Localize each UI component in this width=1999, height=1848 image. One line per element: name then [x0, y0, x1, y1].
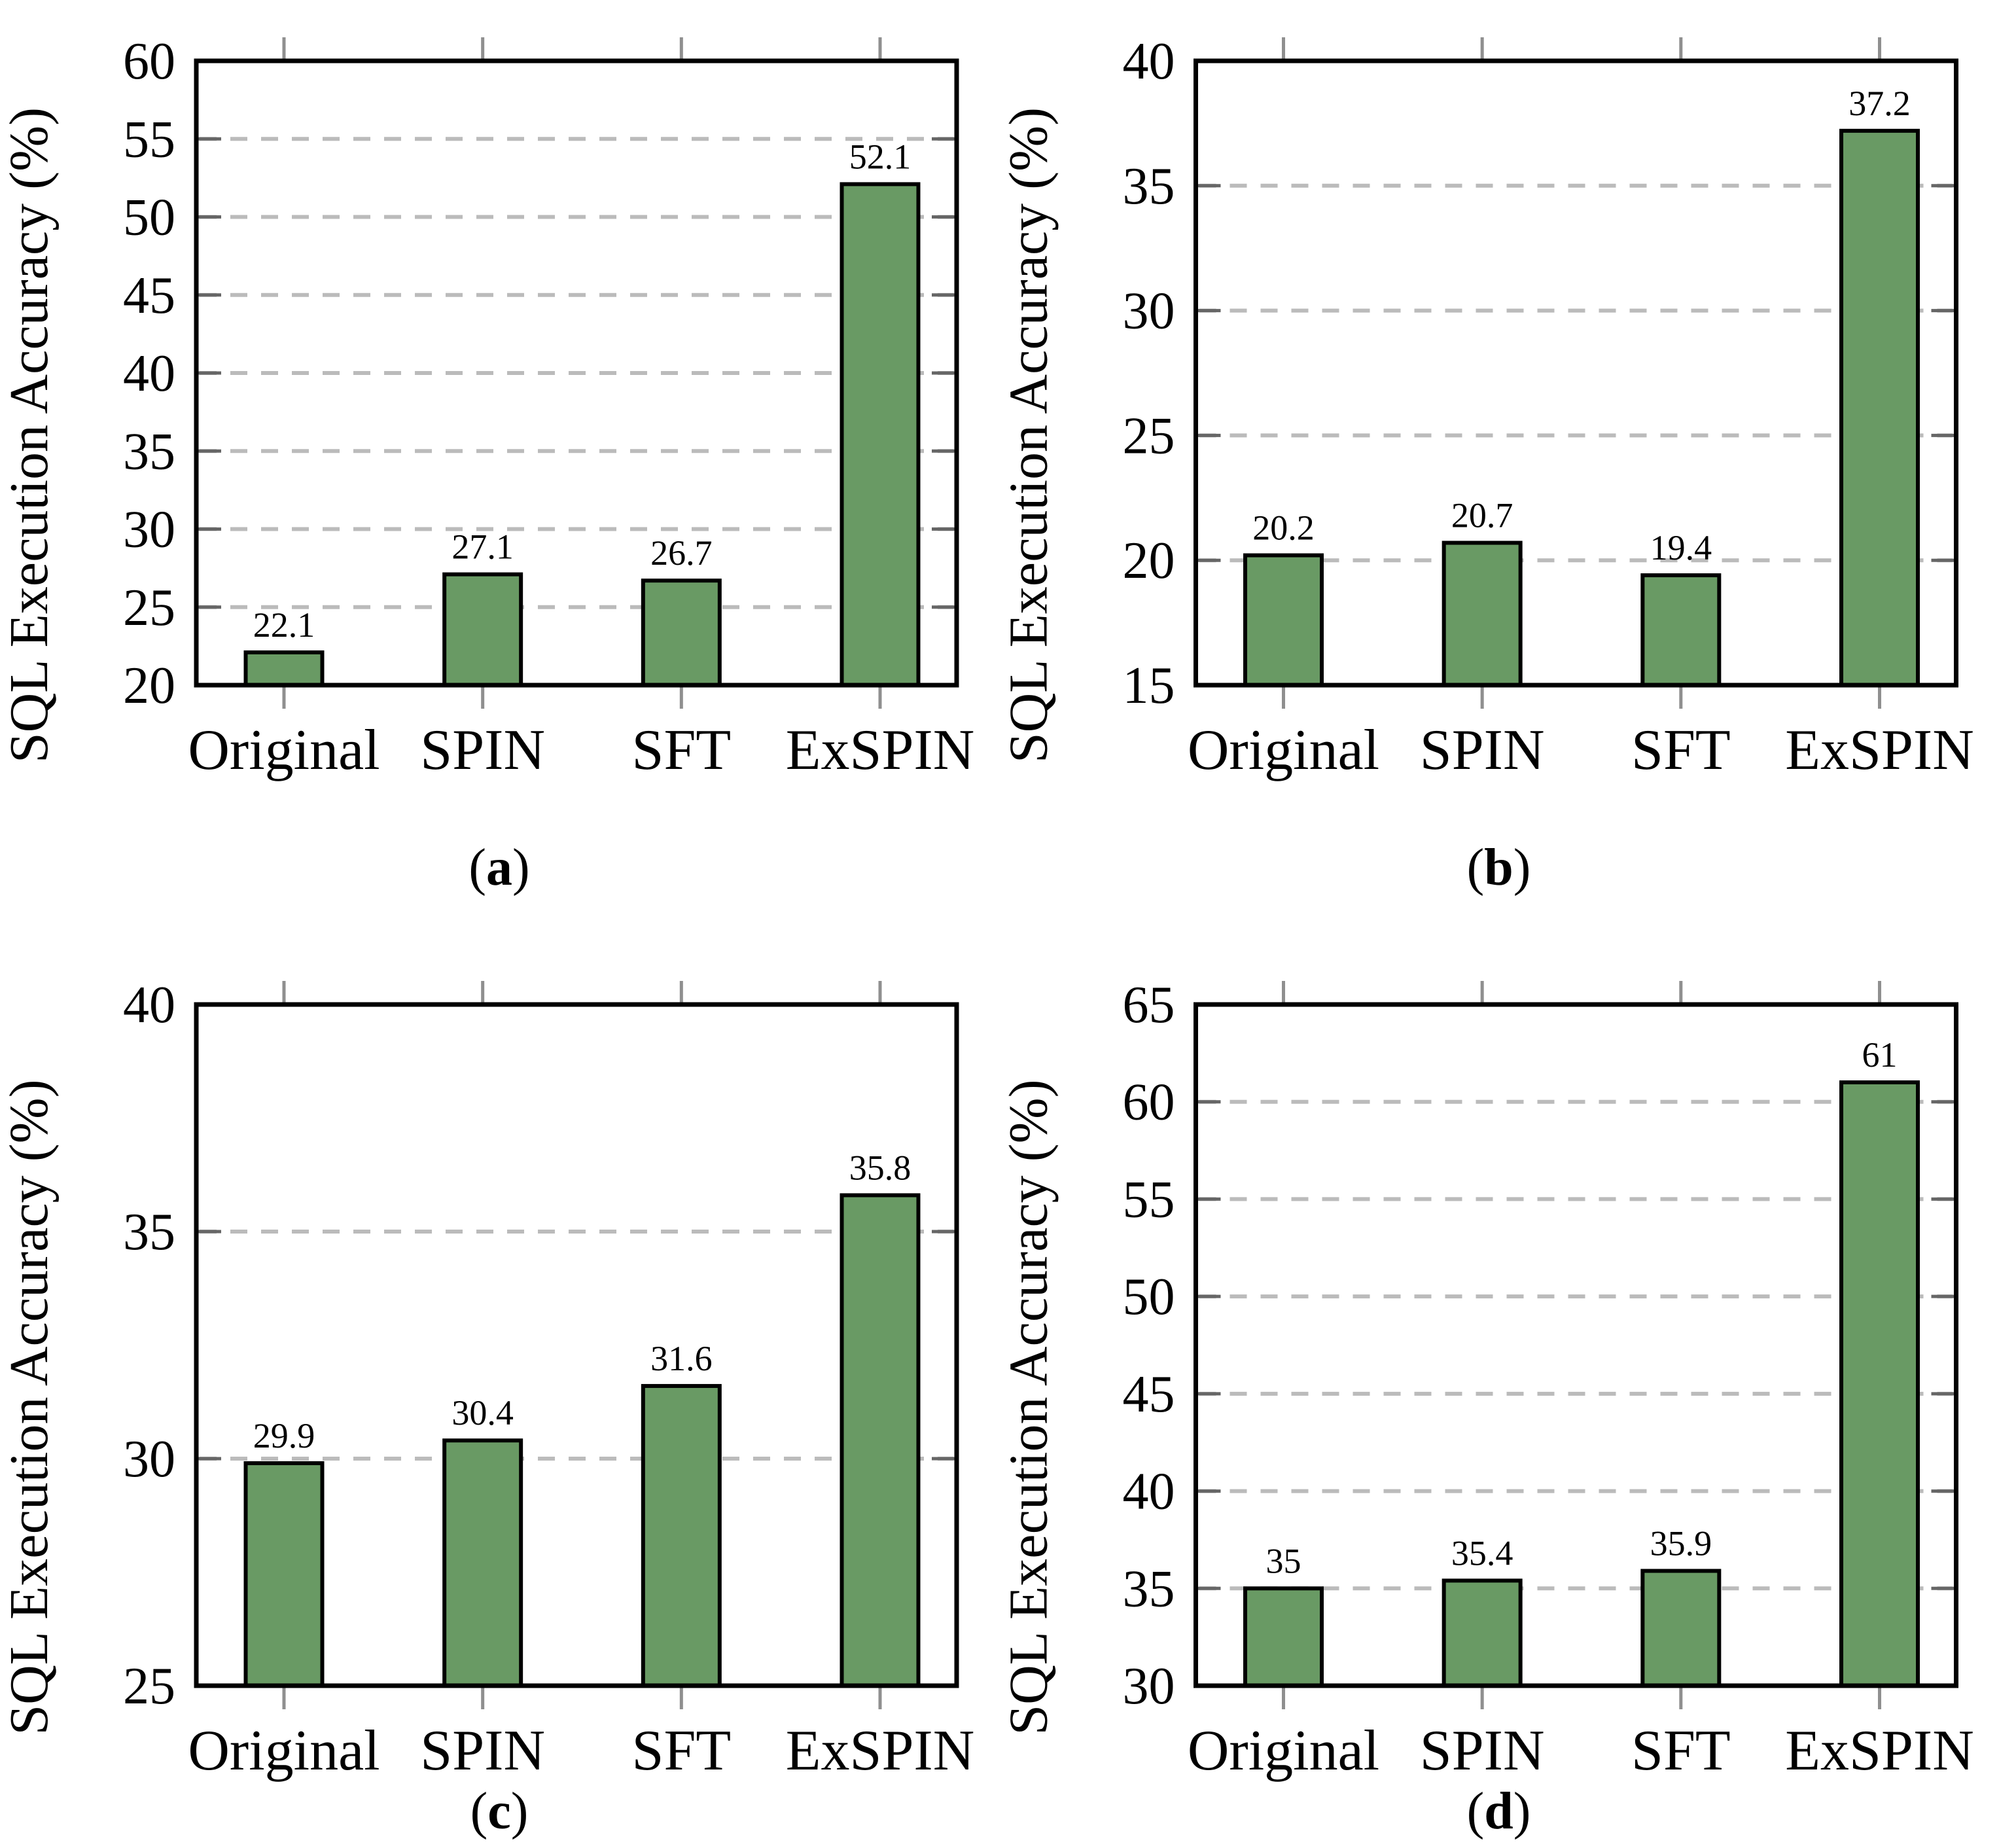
x-category-label: SFT	[632, 1719, 732, 1783]
y-tick-label: 55	[1123, 1171, 1175, 1228]
bar-value-label: 35.9	[1650, 1524, 1712, 1563]
bar	[1243, 553, 1324, 687]
x-category-label: SPIN	[420, 1719, 545, 1783]
y-tick-label: 40	[1123, 1463, 1175, 1521]
y-tick-label: 45	[1123, 1366, 1175, 1423]
bar-value-label: 35	[1266, 1541, 1301, 1580]
y-tick-label: 65	[1123, 976, 1175, 1034]
bar-value-label: 30.4	[451, 1393, 514, 1432]
x-category-label: SFT	[1631, 1719, 1731, 1783]
bar-value-label: 26.7	[650, 533, 713, 573]
subfigure-a: 20 25 30 35 40 45 50 55 60 Original SPIN SFT ExSPIN 2…	[0, 0, 999, 924]
y-tick-label: 40	[123, 345, 175, 402]
y-tick-label: 15	[1123, 657, 1175, 715]
y-tick-label: 25	[1123, 407, 1175, 465]
chart-b: 15 20 25 30 35 40 Original SPIN SFT ExSPIN 20.2 20.…	[999, 33, 1974, 897]
x-category-label: SPIN	[1420, 719, 1545, 782]
y-tick-label: 30	[1123, 283, 1175, 340]
y-tick-label: 60	[123, 33, 175, 90]
y-tick-label: 35	[123, 423, 175, 480]
y-tick-label: 40	[123, 976, 175, 1034]
subfigure-caption: (b)	[1467, 839, 1531, 897]
bar	[442, 1438, 523, 1688]
x-category-label: Original	[1188, 719, 1379, 782]
y-tick-label: 55	[123, 111, 175, 168]
x-category-label: ExSPIN	[786, 1719, 975, 1783]
y-tick-label: 25	[123, 579, 175, 637]
x-category-label: ExSPIN	[1785, 719, 1974, 782]
subfigure-d: 30 35 40 45 50 55 60 65 Original SPIN SFT ExSPIN 35 3…	[999, 924, 1999, 1848]
x-category-label: Original	[188, 719, 380, 782]
bar	[1640, 1569, 1722, 1688]
bar	[840, 1193, 921, 1688]
bar-value-label: 20.7	[1451, 495, 1513, 535]
bar-value-label: 35.8	[849, 1148, 911, 1187]
subfigure-c: 25 30 35 40 Original SPIN SFT ExSPIN 29.9 30.4 31.…	[0, 924, 999, 1848]
y-axis-label: SQL Execution Accuracy (%)	[0, 107, 60, 763]
subfigure-caption: (a)	[469, 839, 529, 897]
plot-frame	[1194, 58, 1958, 688]
bar-value-label: 52.1	[849, 137, 911, 176]
bar	[1640, 573, 1722, 688]
chart-c: 25 30 35 40 Original SPIN SFT ExSPIN 29.9 30.4 31.…	[0, 976, 975, 1840]
y-tick-label: 40	[1123, 33, 1175, 90]
bar	[1839, 1080, 1920, 1688]
y-tick-label: 30	[123, 1430, 175, 1488]
bar-value-label: 29.9	[253, 1416, 315, 1455]
y-tick-label: 35	[123, 1203, 175, 1261]
bar	[641, 578, 722, 688]
bar	[1243, 1586, 1324, 1688]
bar-value-label: 22.1	[253, 605, 315, 645]
subfigure-b: 15 20 25 30 35 40 Original SPIN SFT ExSPIN 20.2 20.…	[999, 0, 1999, 924]
y-tick-label: 35	[1123, 1560, 1175, 1618]
y-tick-label: 35	[1123, 158, 1175, 215]
bar	[1839, 128, 1920, 687]
chart-a: 20 25 30 35 40 45 50 55 60 Original SPIN SFT ExSPIN 2…	[0, 33, 975, 897]
bar	[243, 650, 325, 687]
x-category-label: Original	[1188, 1719, 1379, 1783]
y-axis-label: SQL Execution Accuracy (%)	[999, 107, 1059, 763]
plot-frame	[194, 58, 959, 688]
y-tick-label: 30	[123, 501, 175, 559]
bar-value-label: 31.6	[650, 1339, 713, 1378]
y-tick-label: 20	[123, 657, 175, 715]
plot-frame	[1194, 1002, 1958, 1688]
bar-value-label: 20.2	[1252, 508, 1315, 548]
bar-value-label: 35.4	[1451, 1533, 1513, 1573]
bar-value-label: 27.1	[451, 527, 514, 567]
y-tick-label: 30	[1123, 1658, 1175, 1715]
x-category-label: Original	[188, 1719, 380, 1783]
x-category-label: SPIN	[1420, 1719, 1545, 1783]
bar	[1442, 541, 1523, 687]
x-category-label: SFT	[632, 719, 732, 782]
y-tick-label: 45	[123, 267, 175, 325]
y-axis-label: SQL Execution Accuracy (%)	[999, 1079, 1059, 1735]
y-axis-label: SQL Execution Accuracy (%)	[0, 1079, 60, 1735]
bar	[641, 1383, 722, 1688]
bar-value-label: 37.2	[1849, 84, 1911, 123]
x-category-label: SFT	[1631, 719, 1731, 782]
x-category-label: ExSPIN	[1785, 1719, 1974, 1783]
bar-value-label: 19.4	[1650, 528, 1712, 567]
bar	[1442, 1578, 1523, 1688]
bar-value-label: 61	[1862, 1035, 1898, 1075]
subfigure-caption: (c)	[470, 1783, 529, 1840]
bar	[243, 1461, 325, 1688]
y-tick-label: 50	[1123, 1268, 1175, 1326]
chart-d: 30 35 40 45 50 55 60 65 Original SPIN SFT ExSPIN 35 3…	[999, 976, 1974, 1840]
subfigure-caption: (d)	[1467, 1783, 1531, 1840]
x-category-label: SPIN	[420, 719, 545, 782]
plot-frame	[194, 1002, 959, 1688]
bar	[442, 572, 523, 687]
bar	[840, 182, 921, 688]
y-tick-label: 60	[1123, 1074, 1175, 1131]
x-category-label: ExSPIN	[786, 719, 975, 782]
y-tick-label: 25	[123, 1658, 175, 1715]
y-tick-label: 50	[123, 189, 175, 247]
y-tick-label: 20	[1123, 532, 1175, 590]
